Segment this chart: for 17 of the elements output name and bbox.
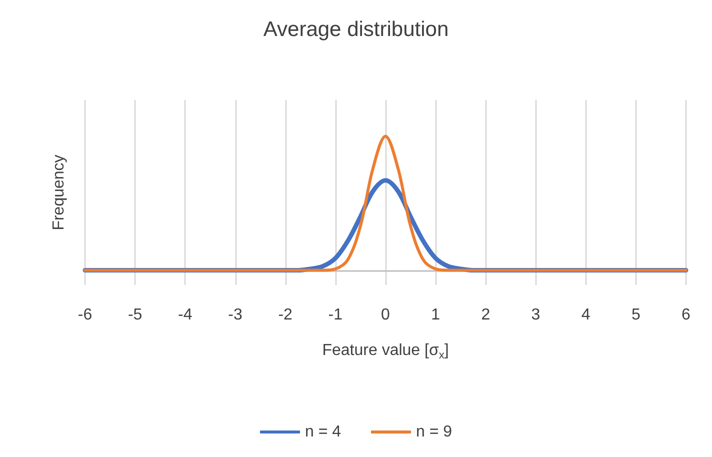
- legend-label: n = 4: [304, 424, 342, 440]
- x-tick-label: 1: [431, 306, 440, 324]
- chart-title: Average distribution: [263, 18, 449, 41]
- x-tick-label: -3: [228, 306, 242, 324]
- x-tick-label: -2: [278, 306, 293, 324]
- x-tick-label: 4: [581, 306, 590, 324]
- y-axis-title: Frequency: [50, 154, 68, 230]
- x-tick-label: 2: [481, 306, 490, 324]
- x-tick-label: -1: [328, 306, 343, 324]
- x-tick-label: -5: [128, 306, 142, 324]
- x-tick-label: -6: [78, 306, 92, 324]
- legend-label: n = 9: [416, 424, 452, 440]
- x-tick-label: 3: [531, 306, 540, 324]
- x-tick-label: 0: [381, 306, 390, 324]
- x-tick-label: 6: [682, 306, 691, 324]
- x-tick-label: 5: [631, 306, 640, 324]
- x-tick-label: -4: [178, 306, 192, 324]
